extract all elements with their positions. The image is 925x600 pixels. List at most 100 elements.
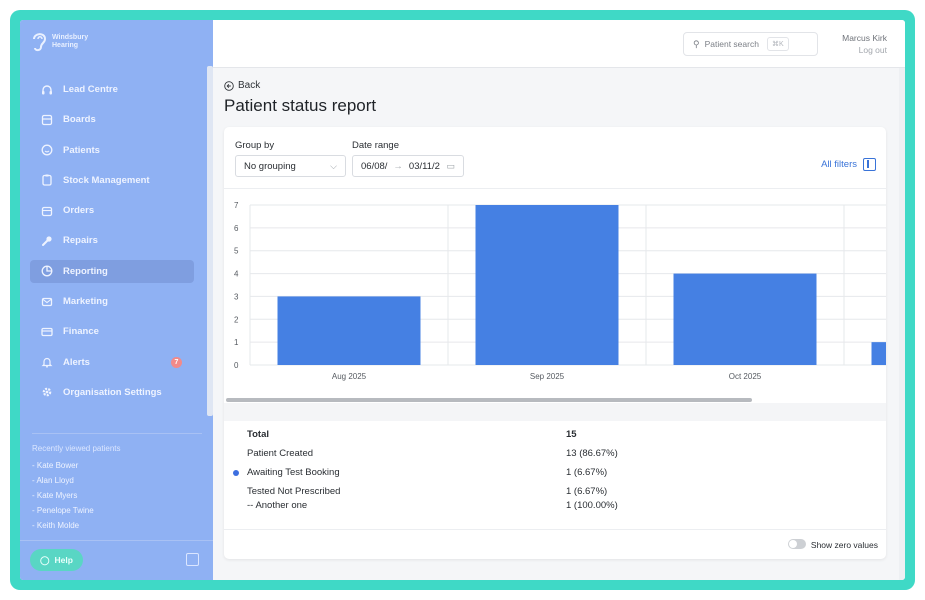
sidebar-item-stock-management[interactable]: Stock Management <box>30 169 194 192</box>
recent-patient-link[interactable]: - Penelope Twine <box>32 506 94 515</box>
y-tick-label: 3 <box>234 292 239 301</box>
user-name: Marcus Kirk <box>842 33 887 43</box>
date-to[interactable]: 03/11/2 <box>408 160 440 172</box>
calendar-icon: ▭ <box>446 160 455 171</box>
main-content: Back Patient status report Group by No g… <box>213 68 905 580</box>
sidebar-nav: Lead Centre Boards Patients Stock Manage… <box>30 78 194 411</box>
summary-row: Tested Not Prescribed 1 (6.67%) <box>224 482 886 497</box>
sidebar-scrollbar[interactable] <box>207 66 213 416</box>
sidebar-item-reporting[interactable]: Reporting <box>30 259 194 283</box>
sidebar-item-label: Repairs <box>63 235 98 247</box>
all-filters-button[interactable]: All filters <box>821 158 876 171</box>
sidebar-item-label: Patients <box>63 144 100 156</box>
mail-icon <box>41 296 53 308</box>
app-window: Windsbury Hearing Lead Centre Boards Pat… <box>20 20 905 580</box>
pie-icon <box>41 265 53 277</box>
logo[interactable]: Windsbury Hearing <box>30 30 88 54</box>
show-zero-toggle[interactable] <box>788 539 806 549</box>
status-name: Tested Not Prescribed <box>247 486 341 497</box>
x-tick-label: Aug 2025 <box>332 372 367 381</box>
sidebar-item-repairs[interactable]: Repairs <box>30 229 194 252</box>
help-label: Help <box>54 555 73 565</box>
page-title: Patient status report <box>224 96 377 115</box>
group-by-select[interactable]: No grouping ⌵ <box>235 155 346 177</box>
sidebar-item-label: Organisation Settings <box>63 386 162 398</box>
collapse-sidebar-icon[interactable] <box>186 553 199 566</box>
recent-patients: Recently viewed patients - Kate Bower - … <box>32 433 202 536</box>
recent-patient-link[interactable]: - Alan Lloyd <box>32 476 74 485</box>
y-tick-label: 5 <box>234 247 239 256</box>
summary-row: Awaiting Test Booking 1 (6.67%) <box>224 463 886 482</box>
chart-footer-band <box>224 403 886 421</box>
sidebar-item-organisation-settings[interactable]: Organisation Settings <box>30 381 194 404</box>
status-summary: Total 15 Patient Created 13 (86.67%) Awa… <box>224 425 886 511</box>
logout-link[interactable]: Log out <box>858 45 887 55</box>
date-range-picker[interactable]: 06/08/ → 03/11/2 ▭ <box>352 155 464 177</box>
board-icon <box>41 114 53 126</box>
box-icon <box>41 174 53 187</box>
sidebar-item-label: Stock Management <box>63 174 150 186</box>
back-link[interactable]: Back <box>224 80 260 91</box>
app-frame: Windsbury Hearing Lead Centre Boards Pat… <box>10 10 915 590</box>
all-filters-label: All filters <box>821 159 857 170</box>
card-footer: Show zero values <box>224 529 886 559</box>
calendar-icon <box>41 205 53 217</box>
brand-line1: Windsbury <box>52 34 89 41</box>
show-zero-label: Show zero values <box>810 540 878 550</box>
status-value: 1 (6.67%) <box>566 486 608 497</box>
headset-icon <box>41 84 53 96</box>
sidebar-item-patients[interactable]: Patients <box>30 139 194 162</box>
arrow-right-icon: → <box>393 160 403 172</box>
sidebar-item-label: Reporting <box>63 265 108 277</box>
filters-divider <box>224 188 886 189</box>
sidebar-item-lead-centre[interactable]: Lead Centre <box>30 78 194 101</box>
patient-search-input[interactable]: ⚲ Patient search ⌘K <box>683 32 818 56</box>
recent-patients-title: Recently viewed patients <box>32 444 121 453</box>
date-range-label: Date range <box>352 140 400 151</box>
summary-row: -- Another one 1 (100.00%) <box>224 496 886 511</box>
bar <box>871 342 886 365</box>
summary-row: Patient Created 13 (86.67%) <box>224 444 886 463</box>
sidebar-item-alerts[interactable]: Alerts 7 <box>30 351 194 374</box>
total-label: Total <box>247 429 269 440</box>
x-tick-label: Oct 2025 <box>729 372 762 381</box>
back-arrow-icon <box>224 80 234 91</box>
sidebar-item-orders[interactable]: Orders <box>30 199 194 222</box>
y-tick-label: 1 <box>234 338 239 347</box>
recent-patient-link[interactable]: - Kate Bower <box>32 461 79 470</box>
gear-icon <box>41 386 53 398</box>
status-bar-chart: 0 1 2 3 4 5 6 7 Aug 2025 Sep 2025 Oct 2025 <box>234 201 886 381</box>
ear-logo-icon <box>33 33 47 52</box>
bar <box>673 273 817 365</box>
chart-horizontal-scrollbar[interactable] <box>226 398 752 402</box>
side-panel-icon <box>863 158 876 171</box>
sidebar-item-finance[interactable]: Finance <box>30 320 194 343</box>
bar <box>475 205 619 365</box>
search-placeholder: Patient search <box>704 39 759 49</box>
sidebar-item-marketing[interactable]: Marketing <box>30 290 194 313</box>
recent-patient-link[interactable]: - Kate Myers <box>32 491 78 500</box>
report-card: Group by No grouping ⌵ Date range 06/08/… <box>224 127 886 559</box>
wrench-icon <box>41 235 53 247</box>
search-shortcut: ⌘K <box>766 37 789 51</box>
status-name: Patient Created <box>247 448 314 459</box>
sidebar-footer: ◯ Help <box>20 540 213 580</box>
summary-total-row: Total 15 <box>224 425 886 444</box>
search-icon: ⚲ <box>693 38 700 49</box>
user-menu[interactable]: Marcus Kirk Log out <box>842 32 887 56</box>
status-value: 1 (100.00%) <box>566 500 618 511</box>
help-button[interactable]: ◯ Help <box>30 549 83 571</box>
help-circle-icon: ◯ <box>40 554 50 565</box>
date-from[interactable]: 06/08/ <box>361 160 388 172</box>
page-scrollbar[interactable] <box>899 68 905 580</box>
status-name: Awaiting Test Booking <box>247 467 340 478</box>
sidebar-item-boards[interactable]: Boards <box>30 108 194 131</box>
sidebar-item-label: Alerts <box>63 356 90 368</box>
group-by-label: Group by <box>235 140 275 151</box>
recent-patient-link[interactable]: - Keith Molde <box>32 521 80 530</box>
card-icon <box>41 326 53 338</box>
sidebar-item-label: Boards <box>63 114 96 126</box>
bell-icon <box>41 356 53 368</box>
back-label: Back <box>238 80 261 91</box>
top-bar: ⚲ Patient search ⌘K Marcus Kirk Log out <box>213 20 905 68</box>
